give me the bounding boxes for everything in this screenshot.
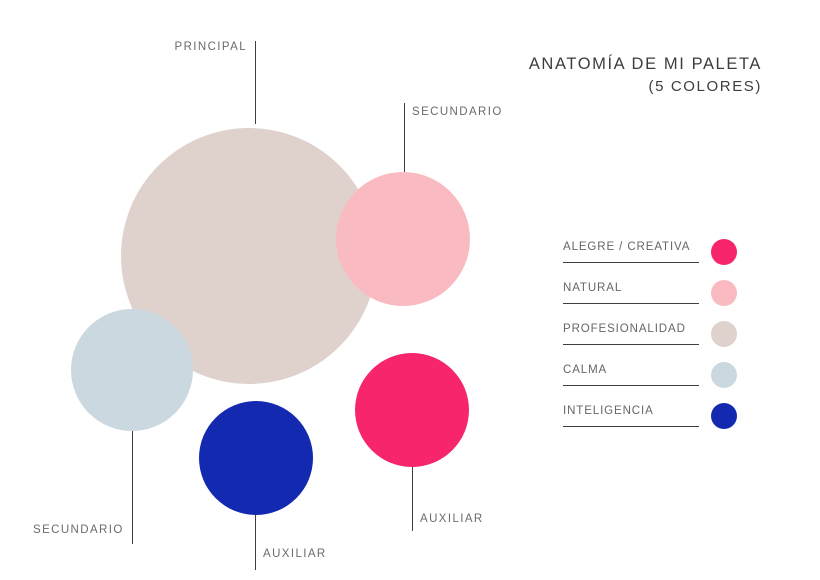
legend-underline: CALMA [563,360,699,386]
legend-underline: PROFESIONALIDAD [563,319,699,345]
auxiliar-mid-callout-line [255,515,256,570]
legend-underline: INTELIGENCIA [563,401,699,427]
title-block: ANATOMÍA DE MI PALETA (5 COLORES) [529,55,762,95]
legend-label: NATURAL [563,282,623,294]
legend-swatch-pink [711,280,737,306]
secundario-left-color-circle [71,309,193,431]
secundario-top-color-circle [336,172,470,306]
legend-label: PROFESIONALIDAD [563,323,686,335]
page-title: ANATOMÍA DE MI PALETA [528,55,762,73]
secundario-left-callout-line [132,431,133,544]
legend-row-natural: NATURAL [563,263,737,306]
legend-row-inteligencia: INTELIGENCIA [563,386,737,429]
legend-row-calma: CALMA [563,345,737,388]
secundario-left-label: SECUNDARIO [33,524,124,536]
legend-swatch-dark-blue [711,403,737,429]
legend-underline: ALEGRE / CREATIVA [563,237,699,263]
secundario-top-label: SECUNDARIO [412,106,503,118]
legend-swatch-light-blue [711,362,737,388]
principal-callout-line [255,41,256,124]
legend-label: CALMA [563,364,608,376]
legend-swatch-magenta [711,239,737,265]
auxiliar-mid-color-circle [199,401,313,515]
secundario-top-callout-line [404,103,405,172]
auxiliar-right-color-circle [355,353,469,467]
legend: ALEGRE / CREATIVA NATURAL PROFESIONALIDA… [563,222,737,429]
legend-row-profesionalidad: PROFESIONALIDAD [563,304,737,347]
auxiliar-right-label: AUXILIAR [420,513,484,525]
legend-label: INTELIGENCIA [563,405,654,417]
auxiliar-right-callout-line [412,467,413,531]
legend-swatch-beige [711,321,737,347]
principal-label: PRINCIPAL [174,41,247,53]
legend-label: ALEGRE / CREATIVA [563,241,691,253]
page-subtitle: (5 COLORES) [648,78,762,95]
legend-row-alegre-creativa: ALEGRE / CREATIVA [563,222,737,265]
auxiliar-mid-label: AUXILIAR [263,548,327,560]
legend-underline: NATURAL [563,278,699,304]
